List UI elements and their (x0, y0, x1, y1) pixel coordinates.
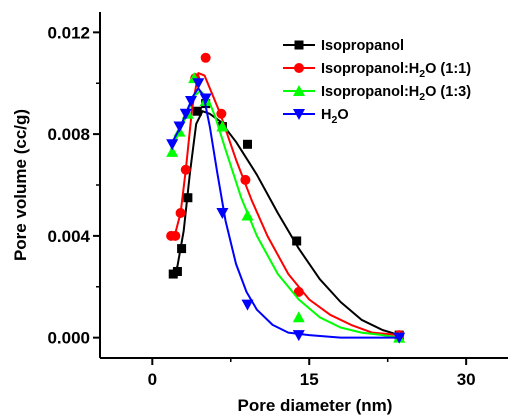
series-1-point (183, 193, 193, 203)
series-4-point (241, 299, 254, 311)
legend-label: Isopropanol (321, 38, 404, 54)
series-2-line (170, 72, 400, 337)
legend-marker (293, 109, 305, 120)
legend-label: H2O (321, 107, 349, 126)
series-1-point (172, 267, 182, 276)
series-2-point (200, 52, 211, 63)
series-2-point (293, 286, 304, 297)
legend-entry: H2O (283, 107, 349, 126)
y-tick-label: 0.000 (47, 329, 90, 348)
x-axis-title: Pore diameter (nm) (238, 396, 393, 415)
series-4-point (393, 332, 406, 344)
legend-entry: Isopropanol:H2O (1:3) (283, 84, 471, 103)
legend-marker (294, 40, 304, 50)
y-axis-title: Pore volume (cc/g) (11, 109, 30, 261)
legend-marker (294, 63, 304, 73)
series-4-line (170, 87, 400, 339)
series-1 (168, 99, 404, 340)
legend-entry: Isopropanol:H2O (1:1) (283, 61, 471, 80)
series-3-point (216, 120, 229, 132)
legend-label: Isopropanol:H2O (1:1) (321, 61, 471, 80)
series-3-point (241, 209, 254, 221)
series-4-point (185, 96, 198, 108)
series-4-point (192, 78, 205, 90)
series-3-point (292, 311, 305, 323)
x-tick-label: 30 (457, 370, 476, 389)
series-1-point (192, 106, 202, 116)
series-2-point (180, 164, 191, 175)
series-4-point (216, 207, 229, 219)
series-2-point (175, 207, 186, 218)
series-1-point (243, 139, 253, 149)
series-3-point (166, 145, 179, 157)
plot-area (166, 52, 406, 344)
legend-marker (293, 85, 305, 96)
x-tick-label: 15 (300, 370, 319, 389)
series-4-point (166, 139, 179, 151)
series-2-point (216, 108, 227, 119)
series-1-line (170, 110, 400, 337)
y-tick-label: 0.008 (47, 125, 90, 144)
series-4-point (179, 108, 192, 120)
series-1-point (177, 244, 187, 254)
series-4-point (173, 121, 186, 133)
series-4 (166, 78, 406, 344)
legend-label: Isopropanol:H2O (1:3) (321, 84, 471, 103)
series-2-point (240, 174, 251, 185)
y-tick-label: 0.012 (47, 23, 90, 42)
series-2-point (170, 230, 181, 241)
series-4-point (292, 330, 305, 342)
legend-entry: Isopropanol (283, 38, 404, 54)
x-tick-label: 0 (148, 370, 157, 389)
series-4-point (199, 93, 212, 105)
series-1-point (292, 236, 302, 246)
axes: 0 15 30 0.000 0.004 0.008 0.012 (47, 12, 508, 389)
legend: Isopropanol Isopropanol:H2O (1:1) Isopropa… (283, 38, 471, 126)
y-tick-label: 0.004 (47, 227, 90, 246)
series-3-line (170, 89, 400, 339)
